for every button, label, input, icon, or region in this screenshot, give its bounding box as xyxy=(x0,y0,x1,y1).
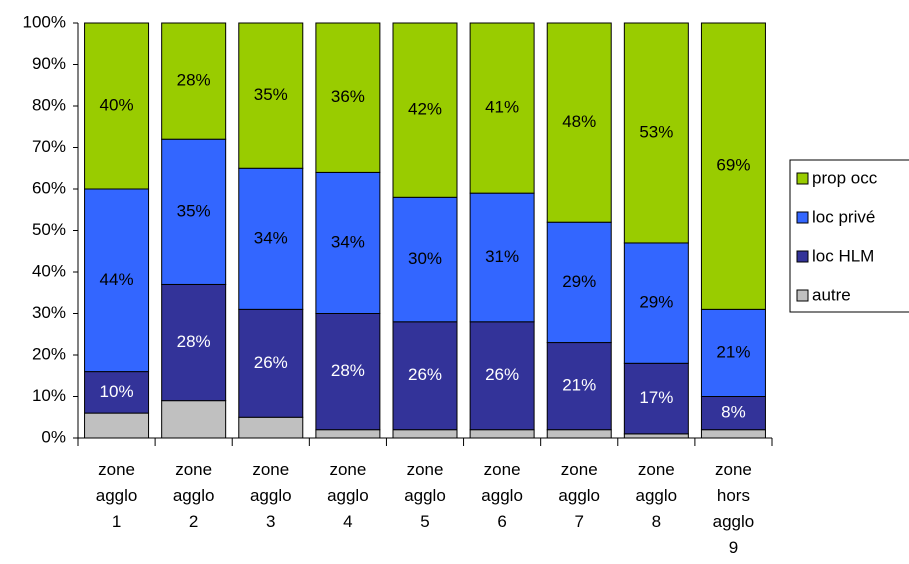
bar-segment xyxy=(392,429,458,439)
data-label: 34% xyxy=(331,232,365,251)
bar-segment xyxy=(469,192,535,323)
bar-segment xyxy=(238,308,304,418)
data-label: 28% xyxy=(177,71,211,90)
data-label: 42% xyxy=(408,100,442,119)
data-label: 29% xyxy=(562,272,596,291)
data-label: 34% xyxy=(254,228,288,247)
bar-segment xyxy=(238,167,304,310)
legend-swatch xyxy=(796,172,809,185)
x-tick-label: zone agglo 8 xyxy=(635,460,678,531)
bar-segment xyxy=(238,416,304,439)
bar-segment xyxy=(700,429,766,439)
bar-segment xyxy=(84,412,150,439)
data-label: 26% xyxy=(408,365,442,384)
data-label: 35% xyxy=(177,201,211,220)
bar-segment xyxy=(623,22,689,244)
bar-segment xyxy=(161,400,227,439)
x-tick-label: zone hors agglo 9 xyxy=(712,460,755,557)
bar-segment xyxy=(315,429,381,439)
bar-segment xyxy=(161,138,227,285)
y-tick-label: 10% xyxy=(32,386,66,405)
y-tick-label: 30% xyxy=(32,303,66,322)
x-tick-label: zone agglo 1 xyxy=(95,460,138,531)
data-label: 31% xyxy=(485,247,519,266)
bar-segment xyxy=(84,188,150,373)
x-tick-label: zone agglo 3 xyxy=(249,460,292,531)
legend-swatch xyxy=(796,211,809,224)
data-label: 8% xyxy=(721,403,746,422)
bar-segment xyxy=(315,171,381,314)
bar-segment xyxy=(392,22,458,198)
bar-segment xyxy=(623,242,689,364)
bar-segment xyxy=(546,22,612,223)
bar-segment xyxy=(469,22,535,194)
bar-segment xyxy=(546,221,612,344)
data-label: 21% xyxy=(562,376,596,395)
data-label: 10% xyxy=(100,382,134,401)
data-label: 53% xyxy=(639,122,673,141)
legend-swatch xyxy=(796,289,809,302)
data-label: 36% xyxy=(331,87,365,106)
data-label: 40% xyxy=(100,95,134,114)
bar-segment xyxy=(161,283,227,402)
x-tick-label: zone agglo 4 xyxy=(327,460,369,531)
bar-segment xyxy=(546,429,612,439)
data-label: 28% xyxy=(177,332,211,351)
y-tick-label: 60% xyxy=(32,178,66,197)
y-tick-label: 90% xyxy=(32,54,66,73)
y-tick-label: 40% xyxy=(32,261,66,280)
legend-label: loc HLM xyxy=(812,246,874,265)
bar-segment xyxy=(469,429,535,439)
data-label: 21% xyxy=(716,342,750,361)
bar-segment xyxy=(623,433,689,439)
y-tick-label: 100% xyxy=(23,12,66,31)
legend-box xyxy=(789,159,909,313)
x-tick-label: zone agglo 5 xyxy=(404,460,446,531)
bar-segment xyxy=(315,22,381,173)
y-tick-label: 20% xyxy=(32,344,66,363)
bar-segment xyxy=(84,22,150,190)
legend-label: prop occ xyxy=(812,168,878,187)
y-tick-label: 0% xyxy=(41,427,66,446)
data-label: 26% xyxy=(485,365,519,384)
data-label: 28% xyxy=(331,361,365,380)
data-label: 26% xyxy=(254,353,288,372)
legend-label: loc privé xyxy=(812,207,875,226)
bar-segment xyxy=(392,321,458,431)
data-label: 17% xyxy=(639,388,673,407)
data-label: 69% xyxy=(716,156,750,175)
bar-segment xyxy=(392,196,458,323)
y-tick-label: 70% xyxy=(32,137,66,156)
bar-segment xyxy=(315,313,381,431)
data-label: 30% xyxy=(408,249,442,268)
data-label: 35% xyxy=(254,85,288,104)
y-tick-label: 50% xyxy=(32,220,66,239)
x-tick-label: zone agglo 6 xyxy=(481,460,523,531)
data-label: 41% xyxy=(485,98,519,117)
bar-segment xyxy=(84,371,150,414)
bar-segment xyxy=(700,22,766,310)
bar-segment xyxy=(623,362,689,435)
legend-swatch xyxy=(796,250,809,263)
bar-segment xyxy=(469,321,535,431)
data-label: 29% xyxy=(639,293,673,312)
bar-segment xyxy=(546,342,612,431)
bar-segment xyxy=(238,22,304,169)
data-label: 48% xyxy=(562,112,596,131)
data-label: 44% xyxy=(100,270,134,289)
y-tick-label: 80% xyxy=(32,95,66,114)
x-tick-label: zone agglo 2 xyxy=(172,460,215,531)
bar-segment xyxy=(161,22,227,140)
x-tick-label: zone agglo 7 xyxy=(558,460,601,531)
legend-label: autre xyxy=(812,285,851,304)
